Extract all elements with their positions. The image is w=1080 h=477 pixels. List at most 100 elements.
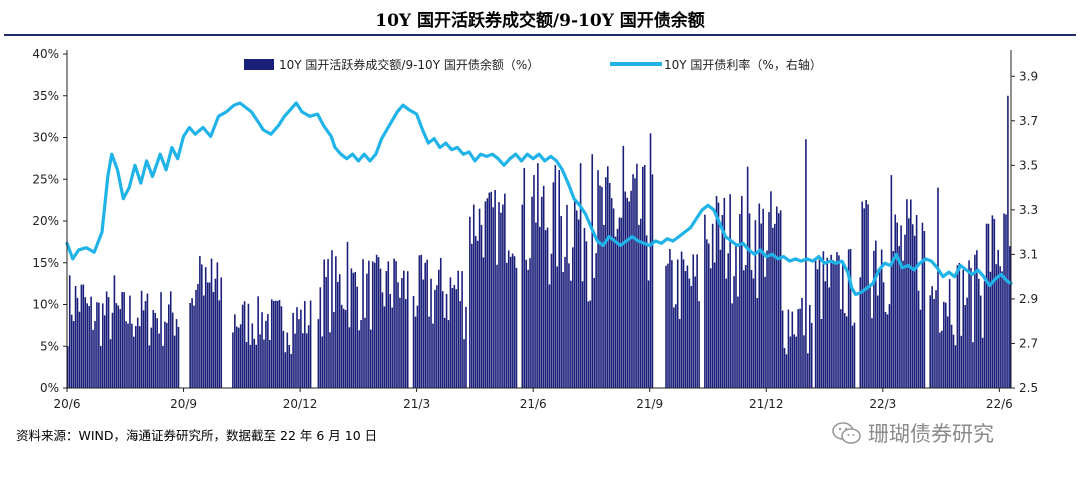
bar [750, 269, 753, 388]
y-right-tick-label: 2.5 [1019, 381, 1038, 395]
bar [529, 258, 531, 388]
bar [822, 251, 825, 388]
bar [707, 243, 710, 388]
bar [762, 208, 764, 388]
bar [1003, 213, 1005, 388]
bar [133, 336, 135, 388]
bar [366, 273, 368, 388]
bar [284, 352, 287, 388]
bar [711, 223, 714, 388]
bar [309, 300, 312, 388]
bar [94, 321, 96, 388]
bar [727, 253, 729, 388]
y-left-tick-label: 30% [32, 131, 59, 145]
y-right-tick-label: 3.7 [1019, 114, 1038, 128]
bar [853, 322, 856, 388]
bar [826, 257, 829, 388]
bar [469, 216, 471, 388]
yield-line [65, 101, 1013, 297]
x-tick-label: 20/12 [283, 397, 318, 411]
bar [785, 354, 788, 388]
bar [220, 277, 223, 388]
bar [876, 295, 879, 388]
bar [412, 295, 415, 388]
bar [772, 227, 774, 388]
bar [913, 235, 916, 388]
bar [981, 337, 984, 388]
bar [164, 321, 166, 388]
bar [358, 330, 360, 388]
bar [690, 285, 693, 388]
bar [908, 218, 910, 388]
bar [195, 289, 197, 388]
bar [336, 281, 339, 388]
bar [206, 282, 209, 388]
bar [210, 258, 213, 388]
bar [777, 213, 780, 388]
bar [82, 284, 85, 388]
bar [686, 265, 689, 388]
bar [500, 212, 502, 388]
chart: 0% 5% 10% 15% 20% 25% 30% 35% 40% 2.5 2.7 2.9 3.1 3.3… [32, 47, 1038, 411]
bar [300, 309, 302, 388]
bar [201, 264, 203, 388]
bar [564, 256, 566, 388]
bar [474, 235, 477, 388]
bar [259, 334, 261, 388]
bar [968, 260, 970, 388]
bar [875, 240, 877, 388]
axes: 0% 5% 10% 15% 20% 25% 30% 35% 40% 2.5 2.7 2.9 3.1 3.3… [32, 47, 1038, 411]
bar [983, 281, 986, 388]
bar [742, 270, 745, 388]
bar [263, 339, 265, 388]
bar [744, 265, 747, 388]
bar [459, 301, 461, 388]
bar [935, 290, 937, 388]
bar [795, 336, 797, 388]
y-left-tick-label: 5% [40, 339, 59, 353]
bar [478, 208, 481, 388]
bar [107, 297, 110, 388]
bar [296, 307, 298, 388]
x-tick-label: 21/6 [520, 397, 547, 411]
bar [589, 300, 592, 388]
bar [335, 256, 337, 388]
legend-line-label: 10Y 国开债利率（%，右轴） [664, 57, 822, 72]
watermark: 珊瑚债券研究 [832, 418, 994, 448]
bar [566, 204, 568, 388]
bar [894, 214, 897, 388]
bar [748, 213, 751, 388]
bar [389, 294, 392, 388]
bar [471, 243, 473, 388]
bar [688, 278, 691, 388]
bar [253, 338, 256, 388]
bar [346, 241, 349, 389]
bar [148, 345, 151, 388]
bar [76, 297, 79, 388]
bar [779, 210, 782, 388]
bar [820, 318, 823, 388]
bar [962, 269, 965, 388]
bar [197, 283, 199, 388]
bar [550, 253, 553, 388]
bar [989, 271, 992, 388]
bar [247, 303, 250, 388]
bar [845, 316, 848, 388]
bar [443, 317, 446, 388]
bar [439, 257, 442, 388]
bar [630, 190, 632, 388]
bar [385, 271, 388, 388]
bar [100, 345, 102, 388]
bar [331, 250, 333, 388]
bar [904, 234, 906, 388]
bar [430, 278, 432, 388]
bar [344, 309, 347, 388]
bar [152, 310, 155, 388]
bar [579, 163, 582, 388]
bar [888, 304, 891, 388]
bar [166, 322, 168, 388]
bar [993, 218, 996, 388]
bar [669, 248, 671, 388]
bar [614, 236, 617, 388]
bar [911, 224, 914, 388]
